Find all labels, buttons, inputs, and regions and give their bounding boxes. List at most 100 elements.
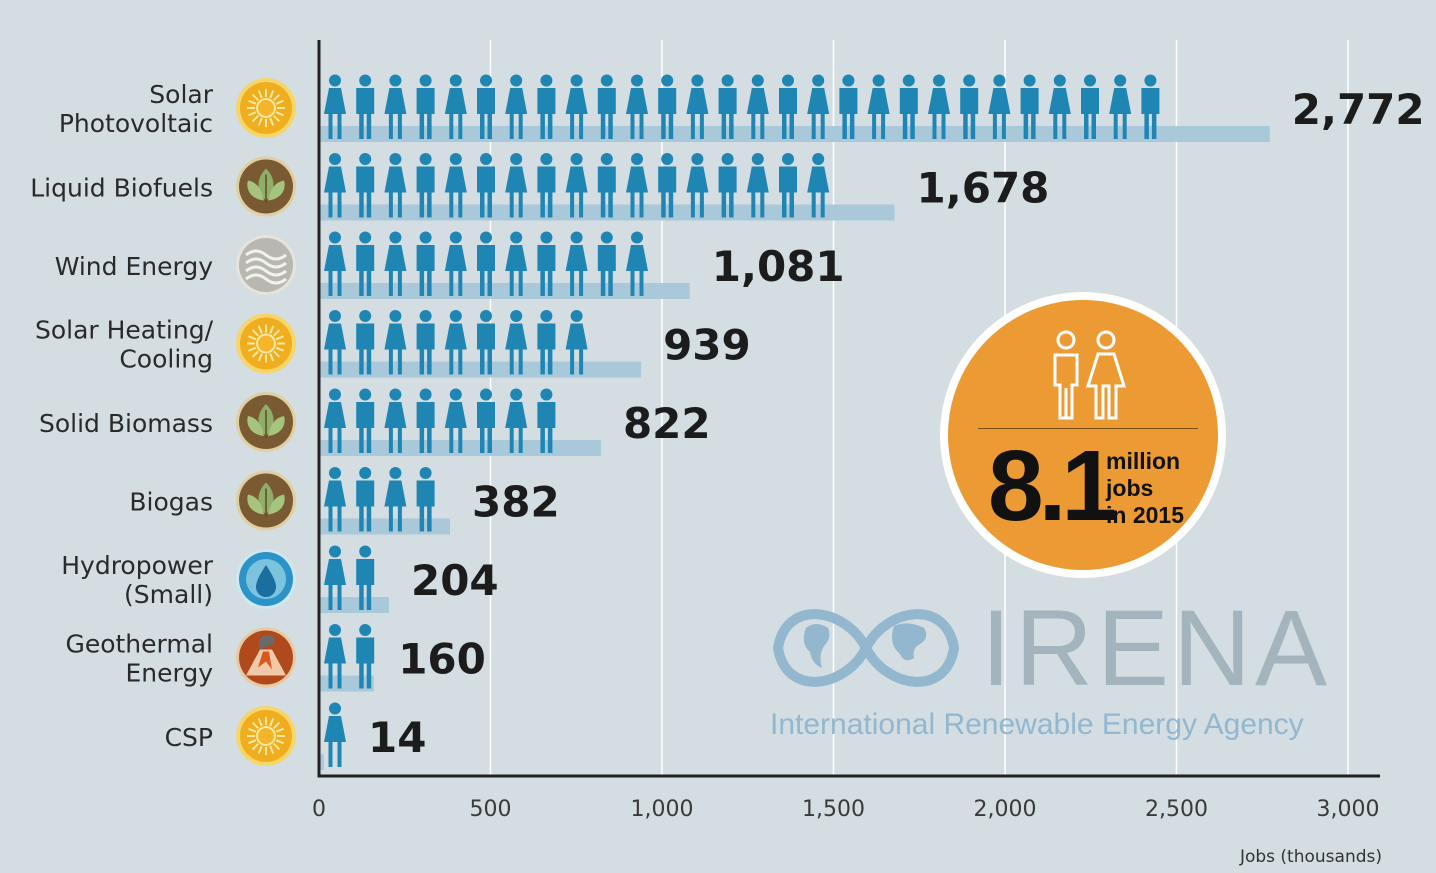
man-pictogram: [356, 310, 375, 375]
man-pictogram: [477, 153, 495, 218]
man-pictogram: [477, 388, 495, 453]
value-label: 2,772: [1292, 85, 1425, 134]
woman-pictogram: [384, 388, 407, 453]
wind-icon: [236, 235, 296, 295]
woman-pictogram: [565, 74, 588, 139]
x-tick-label: 1,500: [802, 797, 865, 822]
category-label: Solar Photovoltaic: [59, 80, 214, 138]
x-tick-labels: 0 500 1,000 1,500 2,000 2,500 3,000: [312, 797, 1379, 822]
value-label: 14: [368, 713, 426, 762]
category-label: Biogas: [129, 488, 213, 517]
woman-pictogram: [324, 74, 346, 139]
x-tick-label: 3,000: [1317, 797, 1380, 822]
man-pictogram: [779, 153, 797, 218]
man-pictogram: [658, 74, 677, 139]
man-pictogram: [416, 231, 435, 296]
woman-pictogram: [324, 467, 346, 532]
man-pictogram: [416, 388, 435, 453]
man-pictogram: [356, 624, 375, 689]
woman-pictogram: [384, 153, 407, 218]
woman-pictogram: [867, 74, 890, 139]
x-tick-label: 2,500: [1145, 797, 1208, 822]
category-icons: [236, 78, 296, 766]
woman-pictogram: [444, 310, 467, 375]
value-label: 204: [411, 556, 499, 605]
man-pictogram: [597, 74, 616, 139]
category-label: Liquid Biofuels: [30, 174, 213, 203]
axes: [317, 40, 1380, 778]
man-pictogram: [356, 153, 375, 218]
people-pictograms: [324, 74, 1160, 767]
irena-logo: IRENA International Renewable Energy Age…: [766, 594, 1327, 758]
value-labels: 2,772 1,678 1,081 939 822 382 204 160 14: [368, 85, 1425, 762]
woman-pictogram: [384, 310, 407, 375]
woman-pictogram: [505, 388, 528, 453]
woman-pictogram: [444, 74, 467, 139]
man-pictogram: [537, 153, 556, 218]
man-pictogram: [658, 153, 677, 218]
bar: [319, 754, 324, 770]
value-label: 382: [472, 478, 560, 527]
x-axis-title: Jobs (thousands): [1239, 847, 1382, 867]
woman-pictogram: [505, 74, 528, 139]
bar: [319, 518, 451, 535]
man-pictogram: [1020, 74, 1039, 139]
man-pictogram: [839, 74, 858, 139]
value-label: 939: [663, 321, 751, 370]
woman-pictogram: [626, 231, 648, 296]
total-jobs-badge: 8.1 million jobs in 2015: [940, 292, 1226, 578]
woman-pictogram: [807, 74, 830, 139]
woman-pictogram: [384, 74, 407, 139]
woman-pictogram: [324, 153, 346, 218]
value-label: 1,081: [712, 242, 845, 291]
value-label: 822: [623, 399, 711, 448]
man-pictogram: [1081, 74, 1099, 139]
man-pictogram: [718, 74, 737, 139]
woman-pictogram: [324, 388, 346, 453]
man-pictogram: [537, 388, 556, 453]
woman-pictogram: [505, 231, 528, 296]
woman-pictogram: [505, 310, 528, 375]
man-pictogram: [597, 153, 616, 218]
woman-pictogram: [686, 153, 709, 218]
man-pictogram: [356, 545, 375, 610]
badge-number: 8.1: [988, 430, 1117, 542]
category-label: Solid Biomass: [39, 409, 213, 438]
woman-pictogram: [1048, 74, 1071, 139]
man-pictogram: [537, 74, 556, 139]
logo-tagline: International Renewable Energy Agency: [770, 708, 1304, 741]
woman-pictogram: [565, 310, 588, 375]
category-label: Wind Energy: [55, 252, 214, 281]
man-pictogram: [416, 153, 435, 218]
woman-pictogram: [384, 231, 407, 296]
badge-line-year: in 2015: [1106, 502, 1184, 528]
badge-line-jobs: jobs: [1106, 475, 1154, 501]
woman-pictogram: [384, 467, 407, 532]
man-pictogram: [356, 388, 375, 453]
woman-pictogram: [565, 153, 588, 218]
man-pictogram: [416, 74, 435, 139]
bar: [319, 597, 389, 613]
woman-pictogram: [324, 310, 346, 375]
woman-pictogram: [807, 153, 830, 218]
man-pictogram: [477, 310, 495, 375]
man-pictogram: [1141, 74, 1160, 139]
badge-line-million: million: [1106, 448, 1181, 474]
woman-pictogram: [565, 231, 588, 296]
logo-name: IRENA: [981, 587, 1332, 708]
x-tick-label: 500: [470, 797, 512, 822]
bar: [319, 675, 374, 692]
man-woman-icon: [1053, 330, 1126, 420]
infinity-globe-icon: [772, 609, 960, 687]
value-label: 160: [398, 635, 486, 684]
man-pictogram: [416, 467, 435, 532]
woman-pictogram: [324, 231, 346, 296]
sun-icon: [236, 313, 296, 374]
woman-pictogram: [324, 624, 346, 689]
woman-pictogram: [626, 153, 648, 218]
x-tick-label: 0: [312, 797, 326, 822]
category-label: Geothermal Energy: [65, 630, 213, 688]
man-pictogram: [597, 231, 616, 296]
man-pictogram: [356, 467, 375, 532]
